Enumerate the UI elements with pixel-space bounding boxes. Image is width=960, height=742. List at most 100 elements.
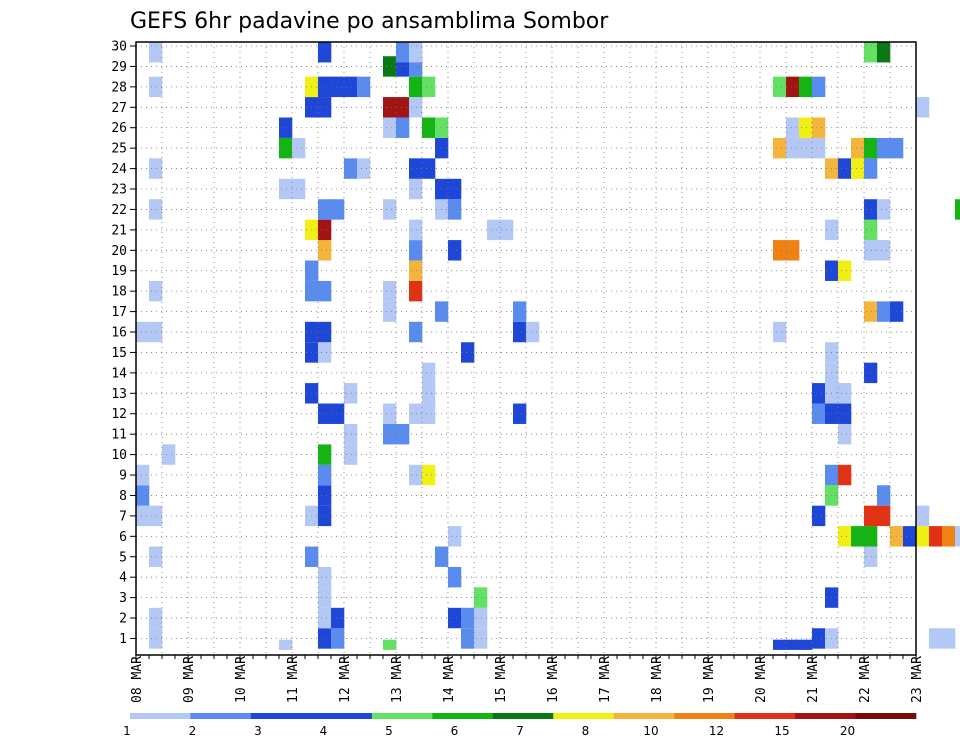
heatmap-cell	[773, 76, 787, 98]
y-tick-label: 26	[111, 121, 127, 136]
heatmap-cell	[409, 240, 423, 261]
legend-label: 15	[774, 724, 789, 738]
y-tick-label: 23	[111, 183, 127, 198]
heatmap-cell	[318, 97, 332, 118]
y-tick-label: 30	[111, 40, 127, 55]
chart-title: GEFS 6hr padavine po ansamblima Sombor	[130, 9, 609, 34]
heatmap-cell	[409, 464, 423, 486]
heatmap-cell	[383, 56, 397, 77]
heatmap-cell	[409, 403, 423, 424]
heatmap-cell	[149, 628, 163, 649]
y-tick-label: 18	[111, 285, 127, 300]
x-tick-label: 08 MAR	[130, 656, 145, 703]
x-tick-label: 16 MAR	[546, 656, 561, 703]
heatmap-cell	[383, 280, 397, 302]
heatmap-cell	[279, 639, 293, 650]
x-tick-label: 12 MAR	[338, 656, 353, 703]
y-tick-label: 14	[111, 366, 127, 381]
y-tick-label: 2	[119, 612, 127, 627]
x-tick-label: 11 MAR	[286, 656, 301, 703]
heatmap-cell	[279, 137, 293, 159]
x-tick-label: 17 MAR	[598, 656, 613, 703]
y-tick-label: 15	[111, 346, 127, 361]
heatmap-cell	[448, 526, 462, 547]
legend-swatch	[371, 713, 433, 719]
heatmap-cell	[136, 485, 150, 506]
heatmap-cell	[396, 117, 410, 138]
y-tick-label: 22	[111, 203, 127, 218]
heatmap-cell	[344, 76, 358, 98]
legend-swatch	[432, 713, 494, 719]
heatmap-cell	[799, 76, 813, 98]
heatmap-cell	[877, 199, 891, 220]
heatmap-cell	[448, 178, 462, 200]
heatmap-cell	[799, 137, 813, 159]
legend-label: 2	[189, 724, 197, 738]
legend-label: 8	[582, 724, 590, 738]
heatmap-cell	[409, 280, 423, 302]
heatmap-cell	[448, 199, 462, 220]
heatmap-cell	[422, 464, 436, 486]
y-tick-label: 21	[111, 223, 127, 238]
x-tick-label: 13 MAR	[390, 656, 405, 703]
heatmap-cell	[331, 76, 345, 98]
y-tick-label: 8	[119, 489, 127, 504]
heatmap-cell	[864, 546, 878, 567]
heatmap-cell	[838, 260, 852, 281]
heatmap-cell	[877, 301, 891, 322]
heatmap-cell	[318, 199, 332, 220]
heatmap-cell	[357, 158, 371, 179]
legend-swatch	[613, 713, 675, 719]
heatmap-cell	[838, 423, 852, 445]
heatmap-cell	[474, 607, 488, 629]
legend-swatch	[250, 713, 312, 719]
heatmap-cell	[149, 199, 163, 220]
y-tick-label: 25	[111, 142, 127, 157]
heatmap-cell	[877, 137, 891, 159]
x-axis: 08 MAR 09 MAR 10 MAR 11 MAR 12 MAR 13 MAR 14 M…	[130, 655, 925, 703]
y-tick-label: 28	[111, 80, 127, 95]
heatmap-cell	[318, 76, 332, 98]
heatmap-cell	[318, 607, 332, 629]
y-tick-label: 7	[119, 509, 127, 524]
heatmap-cell	[383, 403, 397, 424]
heatmap-cell	[773, 240, 787, 261]
legend-label: 7	[516, 724, 524, 738]
heatmap-cell	[877, 42, 891, 63]
heatmap-cell	[812, 383, 826, 404]
legend-label: 5	[385, 724, 393, 738]
heatmap-cell	[864, 158, 878, 179]
heatmap-cell	[448, 240, 462, 261]
heatmap-cell	[136, 321, 150, 343]
heatmap-cell	[318, 42, 332, 63]
heatmap-cell	[812, 628, 826, 649]
heatmap-cell	[838, 526, 852, 547]
heatmap-cell	[916, 505, 930, 527]
legend-label: 20	[840, 724, 855, 738]
heatmap-cell	[331, 607, 345, 629]
heatmap-cells	[136, 42, 960, 650]
heatmap-cell	[331, 403, 345, 424]
heatmap-cell	[149, 505, 163, 527]
heatmap-cell	[929, 628, 943, 649]
heatmap-cell	[357, 76, 371, 98]
heatmap-cell	[526, 321, 540, 343]
heatmap-cell	[955, 199, 960, 220]
heatmap-cell	[318, 444, 332, 465]
heatmap-cell	[461, 342, 475, 363]
heatmap-cell	[812, 76, 826, 98]
heatmap-cell	[851, 526, 865, 547]
heatmap-cell	[422, 76, 436, 98]
heatmap-cell	[409, 97, 423, 118]
heatmap-cell	[513, 301, 527, 322]
y-axis: 1234567891011121314151617181920212223242…	[111, 40, 136, 647]
heatmap-cell	[864, 42, 878, 63]
heatmap-cell	[864, 301, 878, 322]
heatmap-cell	[318, 280, 332, 302]
x-tick-label: 22 MAR	[858, 656, 873, 703]
heatmap-cell	[318, 240, 332, 261]
x-tick-label: 20 MAR	[754, 656, 769, 703]
heatmap-cell	[864, 137, 878, 159]
heatmap-cell	[383, 301, 397, 322]
legend-label: 6	[451, 724, 459, 738]
